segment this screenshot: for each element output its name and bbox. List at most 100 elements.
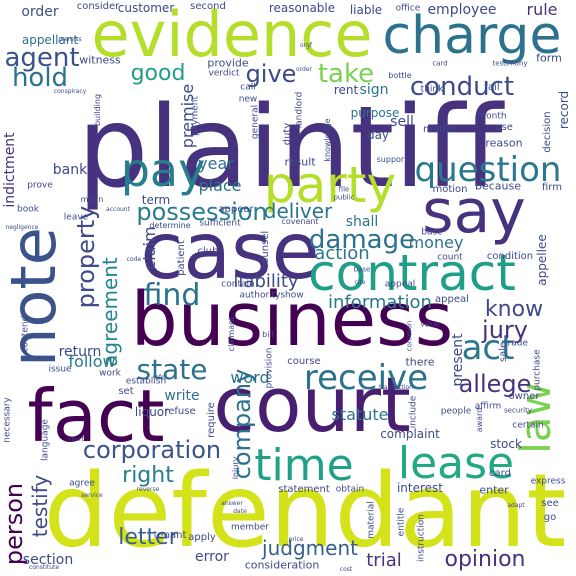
word-hold: hold (11, 63, 69, 93)
word-contain: contain (221, 279, 255, 290)
word-plaintiff: plaintiff (77, 83, 503, 213)
word-court: court (213, 360, 411, 449)
word-counsel: counsel (260, 230, 271, 270)
word-tenant: tenant (153, 530, 187, 541)
word-base: base (421, 227, 443, 238)
word-letter: letter (118, 525, 178, 550)
word-card: card (489, 468, 511, 479)
word-public: public (333, 193, 355, 202)
word-purpose: purpose (350, 106, 400, 120)
word-value: value (420, 320, 440, 329)
word-show: show (280, 290, 304, 301)
word-give: give (245, 60, 297, 88)
word-determine: determine (149, 221, 191, 230)
word-card: card (432, 59, 448, 68)
word-see: see (541, 498, 559, 509)
word-day: day (366, 128, 390, 142)
word-appellant: appellant (21, 33, 79, 47)
word-find: find (143, 278, 201, 313)
word-payment: payment (190, 95, 201, 137)
word-provision: provision (264, 347, 275, 389)
word-conspiracy: conspiracy (53, 88, 87, 95)
word-appeal: appeal (435, 294, 469, 305)
word-reverse: reverse (136, 486, 160, 493)
word-reason: reason (485, 136, 523, 150)
word-receive: receive (303, 358, 429, 398)
word-rule: rule (526, 0, 558, 19)
word-answer: answer (221, 500, 243, 507)
word-form: form (536, 51, 562, 65)
word-go: go (543, 512, 557, 523)
word-liquor: liquor (134, 405, 170, 419)
word-corporation: corporation (82, 436, 222, 464)
word-building: building (93, 93, 102, 127)
word-award: award (475, 407, 484, 433)
word-statute: statute (331, 405, 389, 424)
word-prove: prove (27, 180, 53, 191)
word-action: action (314, 243, 370, 264)
word-appear: appear (218, 204, 254, 215)
word-support: support (376, 155, 408, 164)
word-trial: trial (366, 550, 402, 571)
word-owner: owner (508, 391, 540, 402)
word-consideration: consideration (244, 558, 320, 572)
word-defendant: defendant (43, 452, 567, 571)
word-shall: shall (345, 214, 379, 230)
word-place: place (198, 176, 242, 195)
word-know: know (484, 297, 544, 322)
word-authority: authority (239, 290, 281, 301)
word-cost: cost (339, 566, 353, 573)
word-refuse: refuse (164, 406, 196, 417)
word-right: right (122, 463, 174, 488)
word-say: say (422, 177, 526, 247)
word-agreement: agreement (98, 257, 122, 367)
word-include: include (408, 395, 419, 429)
word-patient: patient (176, 240, 187, 276)
word-write: write (164, 388, 200, 404)
word-decision: decision (542, 111, 553, 153)
word-complaint: complaint (380, 427, 440, 441)
word-rent: rent (333, 83, 359, 97)
word-motion: motion (432, 184, 468, 195)
word-judgment: judgment (262, 536, 358, 560)
word-deliver: deliver (263, 199, 333, 223)
word-possession: possession (136, 198, 268, 226)
word-claim: claim (140, 226, 159, 270)
word-money: money (408, 233, 464, 252)
word-affirm: affirm (474, 401, 502, 412)
word-general: general (250, 104, 261, 140)
word-injury: injury (231, 456, 240, 480)
word-charge: charge (382, 6, 562, 66)
word-file: file (338, 185, 350, 194)
word-record: record (557, 90, 571, 130)
word-work: work (99, 368, 121, 379)
word-fact: fact (27, 374, 165, 458)
word-date: date (233, 508, 247, 515)
word-covenant: covenant (281, 217, 319, 226)
word-premiss: premiss (58, 36, 82, 43)
word-result: result (284, 155, 316, 169)
word-good: good (130, 61, 186, 86)
word-set: set (118, 386, 134, 397)
word-allege: allege (458, 370, 532, 398)
word-state: state (136, 353, 208, 386)
word-establish: establish (125, 376, 167, 387)
word-price: price (288, 536, 304, 543)
word-verdict: verdict (208, 68, 240, 79)
word-question: question (414, 150, 562, 190)
word-firm: firm (542, 182, 562, 193)
word-liability: liability (233, 271, 299, 292)
word-trade: trade (504, 338, 528, 349)
word-base: base (353, 265, 371, 274)
word-stock: stock (490, 437, 522, 451)
word-book: book (17, 204, 39, 215)
word-matter: matter (423, 124, 457, 135)
word-month: month (477, 111, 507, 122)
word-fail: fail (484, 82, 500, 93)
word-bottle: bottle (388, 71, 412, 80)
word-appellee: appellee (535, 234, 549, 286)
word-agree: agree (69, 478, 95, 489)
word-new: new (238, 94, 258, 105)
word-indictment: indictment (2, 132, 18, 208)
word-follow: follow (68, 352, 116, 371)
